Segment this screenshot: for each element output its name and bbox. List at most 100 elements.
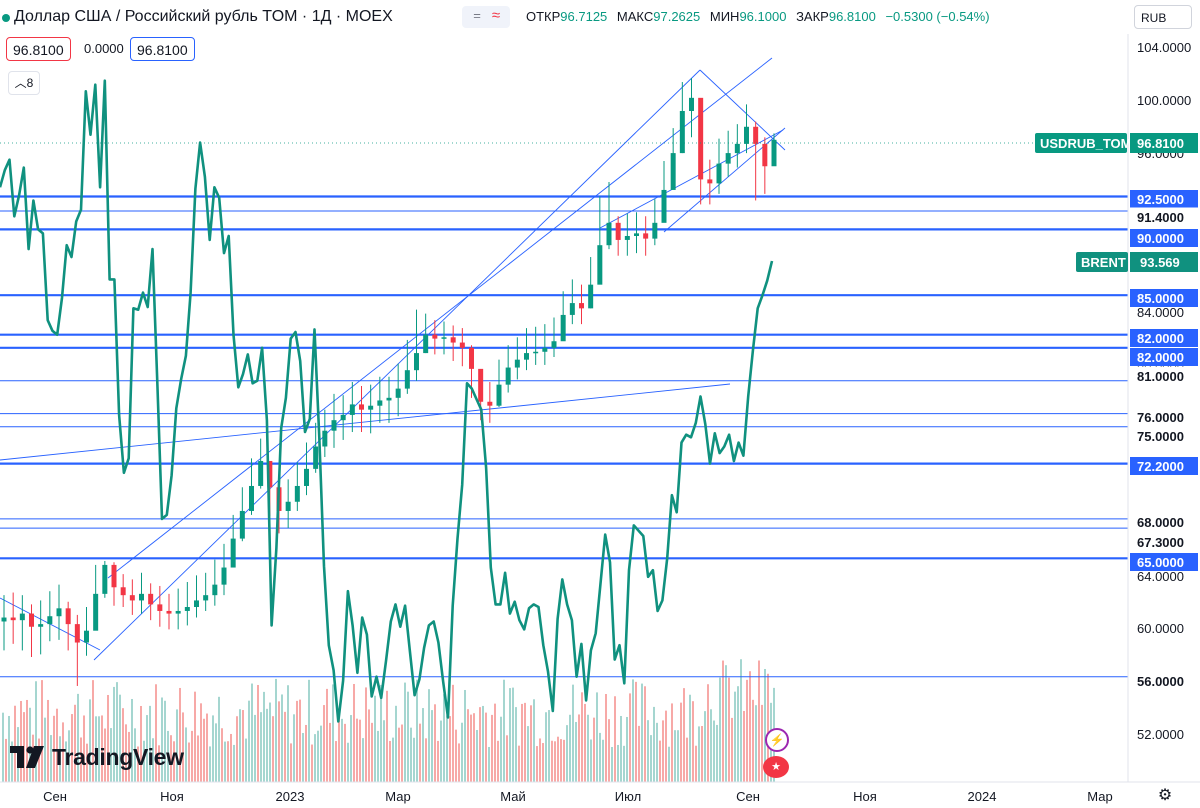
volume-bar [101, 715, 103, 782]
volume-bar [341, 718, 343, 782]
volume-bar [530, 705, 532, 782]
candle-body [221, 567, 227, 585]
brent-line [0, 79, 774, 723]
time-axis[interactable]: Сен Ноя 2023 Мар Май Июл Сен Ноя 2024 Мар [0, 781, 1200, 804]
candle-body [707, 179, 713, 184]
volume-bar [608, 719, 610, 782]
volume-bar [629, 693, 631, 782]
level-tag-label: 65.0000 [1137, 555, 1184, 570]
level-tag [1129, 407, 1199, 427]
candle-body [652, 222, 658, 239]
volume-bar [581, 692, 583, 782]
time-tick-label: Сен [736, 789, 760, 804]
low-label: МИН [709, 9, 740, 24]
volume-bar [218, 696, 220, 782]
volume-bar [452, 684, 454, 782]
volume-bar [170, 735, 172, 782]
candle-body [285, 501, 291, 511]
candle-body [734, 143, 740, 154]
volume-bar [332, 684, 334, 782]
candle-body [10, 617, 16, 621]
volume-bar [674, 730, 676, 782]
sell-price-box[interactable]: 96.8100 [6, 37, 71, 61]
volume-bar [473, 713, 475, 782]
time-tick-label: Ноя [853, 789, 877, 804]
volume-bar [308, 679, 310, 782]
candle-body [762, 143, 768, 167]
candle-body [93, 593, 99, 631]
volume-bar [740, 659, 742, 782]
close-value: 96.8100 [828, 9, 876, 24]
volume-bar [107, 694, 109, 782]
volume-bar [482, 705, 484, 782]
volume-bar [758, 660, 760, 782]
level-tag [1129, 532, 1199, 552]
candle-body [487, 401, 493, 406]
volume-bar [323, 705, 325, 782]
volume-bar [659, 740, 661, 782]
volume-bar [407, 691, 409, 782]
candle-body [294, 485, 300, 502]
volume-bar [746, 679, 748, 782]
volume-bar [512, 687, 514, 782]
volume-bar [431, 710, 433, 782]
candle-body [643, 233, 649, 239]
volume-bar [449, 716, 451, 782]
volume-bar [572, 684, 574, 782]
volume-bar [641, 683, 643, 782]
approx-icon[interactable]: ≈ [491, 7, 501, 24]
change-value: −0.5300 (−0.54%) [885, 9, 990, 24]
volume-bar [167, 730, 169, 782]
low-value: 96.1000 [739, 9, 787, 24]
candle-body [129, 595, 135, 601]
candle-body [450, 337, 456, 343]
trend-line [699, 69, 786, 151]
volume-bar [398, 727, 400, 782]
time-tick-label: Сен [43, 789, 67, 804]
volume-bar [422, 708, 424, 782]
price-axis[interactable]: 104.0000100.000096.000088.000084.000080.… [1127, 34, 1199, 782]
open-label: ОТКР [526, 9, 561, 24]
candle-body [29, 613, 34, 627]
candle-body [340, 414, 346, 421]
time-tick-label: 2024 [968, 789, 997, 804]
symbol-tag [1035, 133, 1127, 153]
volume-bar [665, 710, 667, 782]
volume-bar [200, 703, 202, 782]
equal-icon[interactable]: = [473, 8, 481, 23]
indicators-collapse-button[interactable]: ︿8 [8, 71, 40, 95]
symbol-title[interactable]: Доллар США / Российский рубль TOM · 1Д ·… [14, 8, 393, 25]
volume-bar [365, 687, 367, 782]
lightning-icon[interactable]: ⚡ [765, 728, 789, 752]
volume-bar [161, 697, 163, 782]
candle-body [624, 235, 630, 240]
level-tag-label: 68.0000 [1137, 515, 1184, 530]
volume-bar [515, 707, 517, 782]
volume-bar [593, 717, 595, 782]
volume-bar [503, 679, 505, 782]
candle-body [698, 97, 704, 180]
volume-bar [764, 668, 766, 782]
buy-price-box[interactable]: 96.8100 [130, 37, 195, 61]
us-flag-icon[interactable]: ★ [763, 756, 789, 778]
volume-bar [50, 735, 52, 782]
volume-bar [605, 694, 607, 782]
volume-bar [71, 714, 73, 782]
volume-bar [644, 686, 646, 782]
level-tag [1130, 457, 1198, 475]
compare-pill[interactable]: = ≈ [462, 6, 510, 28]
volume-bar [545, 712, 547, 782]
price-tick-label: 60.0000 [1137, 621, 1184, 636]
volume-bar [527, 726, 529, 782]
currency-button[interactable]: RUB [1134, 5, 1192, 29]
volume-bar [767, 673, 769, 782]
gear-icon[interactable]: ⚙ [1157, 787, 1173, 804]
volume-bar [752, 699, 754, 782]
price-tags: USDRUB_TOM 96.8100 BRENT 93.569 [0, 133, 1198, 272]
volume-bar [212, 715, 214, 782]
volume-bar [116, 682, 118, 782]
candle-body [331, 420, 337, 431]
volume-bar [443, 694, 445, 782]
candle-body [175, 610, 181, 614]
